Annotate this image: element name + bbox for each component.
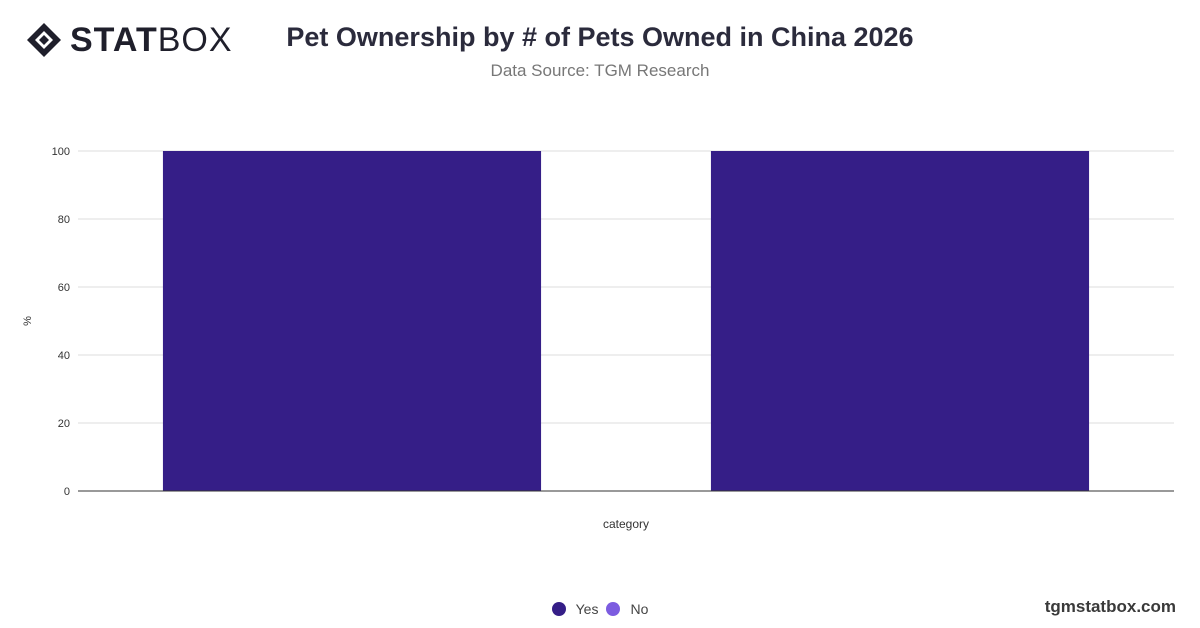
y-tick-label: 0 [64, 486, 70, 498]
y-axis-label: % [22, 316, 34, 326]
statbox-logo: STAT BOX [26, 22, 233, 58]
chart-legend: Yes No [0, 601, 1200, 617]
x-axis-label: category [603, 517, 649, 531]
bar-yes [162, 151, 542, 491]
legend-label-yes: Yes [575, 601, 599, 617]
y-tick-label: 60 [58, 282, 70, 294]
legend-swatch-yes [551, 602, 566, 616]
legend-label-no: No [630, 601, 649, 617]
logo-text-box: BOX [157, 21, 233, 59]
chart-subtitle: Data Source: TGM Research [490, 61, 710, 80]
legend-item-yes[interactable]: Yes [551, 601, 599, 617]
legend-item-no[interactable]: No [606, 601, 648, 617]
y-tick-label: 80 [58, 214, 70, 226]
legend-swatch-no [606, 602, 621, 616]
bar-yes [710, 151, 1090, 491]
y-tick-label: 100 [52, 146, 70, 158]
y-tick-label: 20 [58, 418, 70, 430]
logo-text-stat: STAT [70, 21, 158, 59]
source-site: tgmstatbox.com [1044, 597, 1176, 616]
y-tick-label: 40 [58, 350, 70, 362]
statbox-logo-icon [27, 23, 61, 57]
chart-title: Pet Ownership by # of Pets Owned in Chin… [286, 22, 914, 52]
